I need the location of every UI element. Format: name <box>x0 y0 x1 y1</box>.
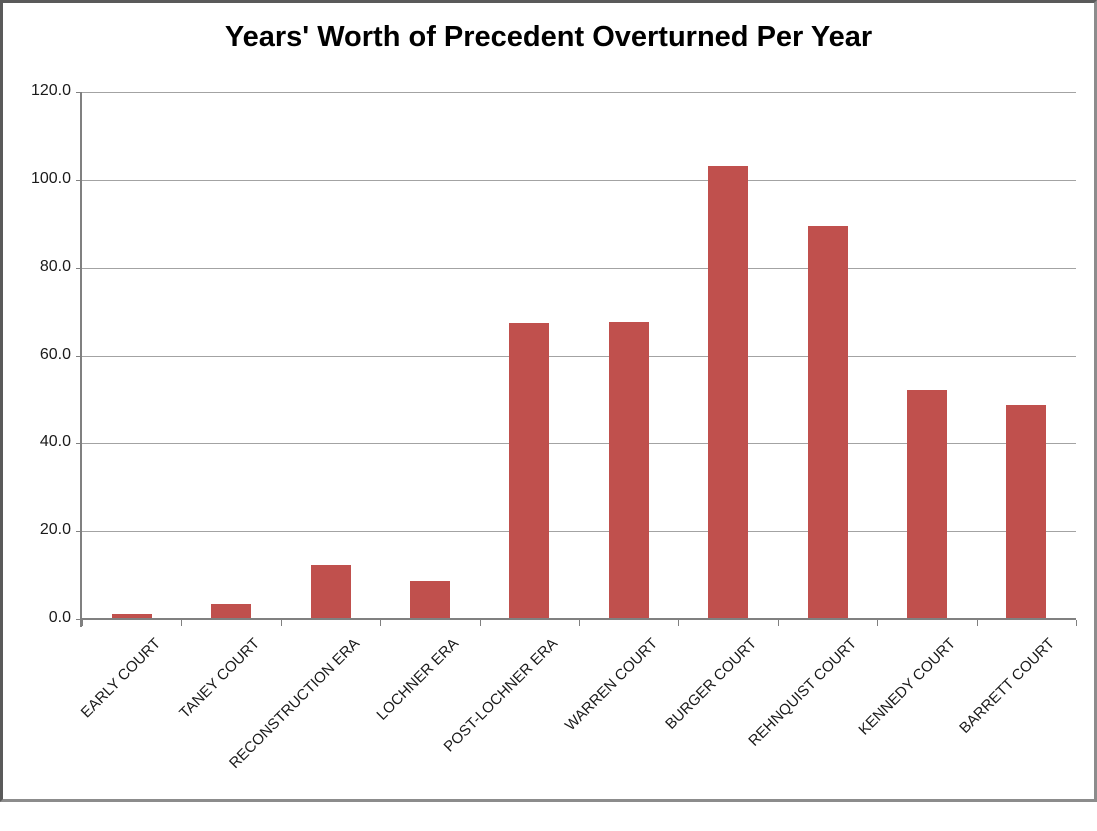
x-axis-tick-9 <box>977 620 978 626</box>
y-axis-tick-0 <box>76 619 82 620</box>
bar-barrett-court <box>1006 405 1046 619</box>
y-tick-label-100: 100.0 <box>30 170 71 187</box>
x-axis-label-burger-court: BURGER COURT <box>662 635 761 733</box>
x-axis-label-taney-court: TANEY COURT <box>176 635 264 722</box>
y-axis-tick-120 <box>76 92 82 93</box>
x-axis-tick-2 <box>281 620 282 626</box>
x-axis-tick-7 <box>778 620 779 626</box>
bar-early-court <box>112 614 152 619</box>
y-tick-label-60: 60.0 <box>39 346 71 363</box>
x-axis-label-rehnquist-court: REHNQUIST COURT <box>745 635 861 750</box>
gridline-y-40 <box>82 443 1076 444</box>
bar-taney-court <box>211 604 251 619</box>
y-axis-tick-40 <box>76 443 82 444</box>
y-tick-label-80: 80.0 <box>39 258 71 275</box>
x-axis-tick-8 <box>877 620 878 626</box>
y-tick-label-20: 20.0 <box>39 521 71 538</box>
x-axis-tick-5 <box>579 620 580 626</box>
x-axis-tick-6 <box>678 620 679 626</box>
x-axis-tick-10 <box>1076 620 1077 626</box>
x-axis-label-lochner-era: LOCHNER ERA <box>373 635 463 724</box>
x-axis-label-kennedy-court: KENNEDY COURT <box>855 635 960 739</box>
bar-burger-court <box>708 166 748 619</box>
y-tick-label-120: 120.0 <box>30 82 71 99</box>
gridline-y-20 <box>82 531 1076 532</box>
x-axis-tick-1 <box>181 620 182 626</box>
chart-title: Years' Worth of Precedent Overturned Per… <box>224 21 873 53</box>
y-axis-tick-80 <box>76 268 82 269</box>
x-axis-tick-3 <box>380 620 381 626</box>
x-axis-label-warren-court: WARREN COURT <box>561 635 662 735</box>
y-axis-tick-60 <box>76 356 82 357</box>
x-axis-tick-4 <box>480 620 481 626</box>
bar-rehnquist-court <box>808 226 848 619</box>
y-tick-label-0: 0.0 <box>48 609 71 626</box>
bar-lochner-era <box>410 581 450 619</box>
bar-warren-court <box>609 322 649 619</box>
y-axis-tick-20 <box>76 531 82 532</box>
x-axis-tick-0 <box>82 620 83 626</box>
gridline-y-120 <box>82 92 1076 93</box>
bar-post-lochner-era <box>509 323 549 619</box>
gridline-y-80 <box>82 268 1076 269</box>
x-axis-label-reconstruction-era: RECONSTRUCTION ERA <box>226 635 364 772</box>
x-axis-label-barrett-court: BARRETT COURT <box>956 635 1059 737</box>
gridline-y-100 <box>82 180 1076 181</box>
x-axis-label-post-lochner-era: POST-LOCHNER ERA <box>440 635 562 756</box>
x-axis-label-early-court: EARLY COURT <box>77 635 165 722</box>
bar-reconstruction-era <box>311 565 351 619</box>
x-axis-line <box>80 618 1076 620</box>
plot-area: 0.0 20.0 40.0 60.0 80.0 100.0 120.0 EARLY COURT… <box>3 3 1094 799</box>
gridline-y-60 <box>82 356 1076 357</box>
y-axis-line <box>80 92 82 627</box>
bar-kennedy-court <box>907 390 947 619</box>
chart-frame: Years' Worth of Precedent Overturned Per… <box>0 0 1097 802</box>
y-axis-tick-100 <box>76 180 82 181</box>
y-tick-label-40: 40.0 <box>39 433 71 450</box>
